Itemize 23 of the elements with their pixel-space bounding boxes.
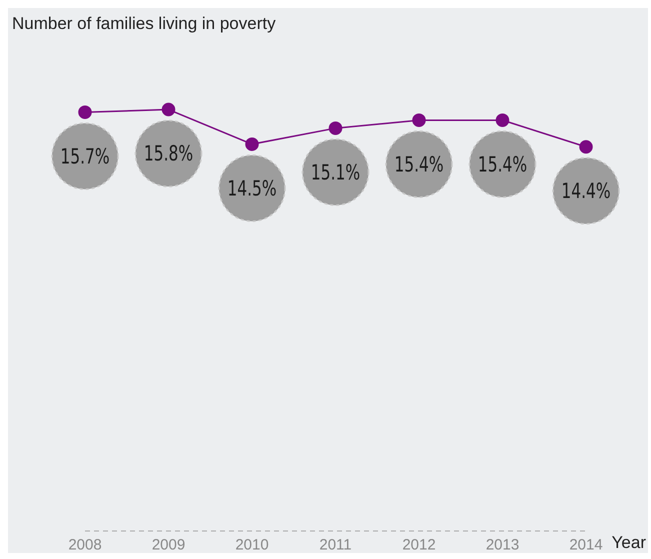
x-tick-label: 2009 <box>152 536 186 554</box>
x-tick-label: 2010 <box>235 536 269 554</box>
data-label: 15.7% <box>60 144 110 169</box>
point <box>496 113 510 127</box>
data-label: 15.4% <box>478 152 528 177</box>
point <box>328 121 342 135</box>
x-axis-title: Year <box>612 533 646 553</box>
point <box>579 140 593 154</box>
data-label: 15.4% <box>394 152 444 177</box>
point <box>162 102 176 116</box>
x-tick-label: 2011 <box>319 536 352 554</box>
point <box>245 137 259 151</box>
chart-title: Number of families living in poverty <box>12 14 276 34</box>
point <box>78 105 92 119</box>
data-label: 14.4% <box>561 178 611 204</box>
x-tick-label: 2012 <box>402 536 436 554</box>
x-tick-label: 2008 <box>68 536 102 554</box>
x-tick-label: 2013 <box>486 536 520 554</box>
data-label: 15.1% <box>310 160 360 185</box>
x-tick-label: 2014 <box>569 536 603 554</box>
data-label: 14.5% <box>227 176 277 201</box>
data-label: 15.8% <box>144 140 194 166</box>
point <box>412 113 426 127</box>
